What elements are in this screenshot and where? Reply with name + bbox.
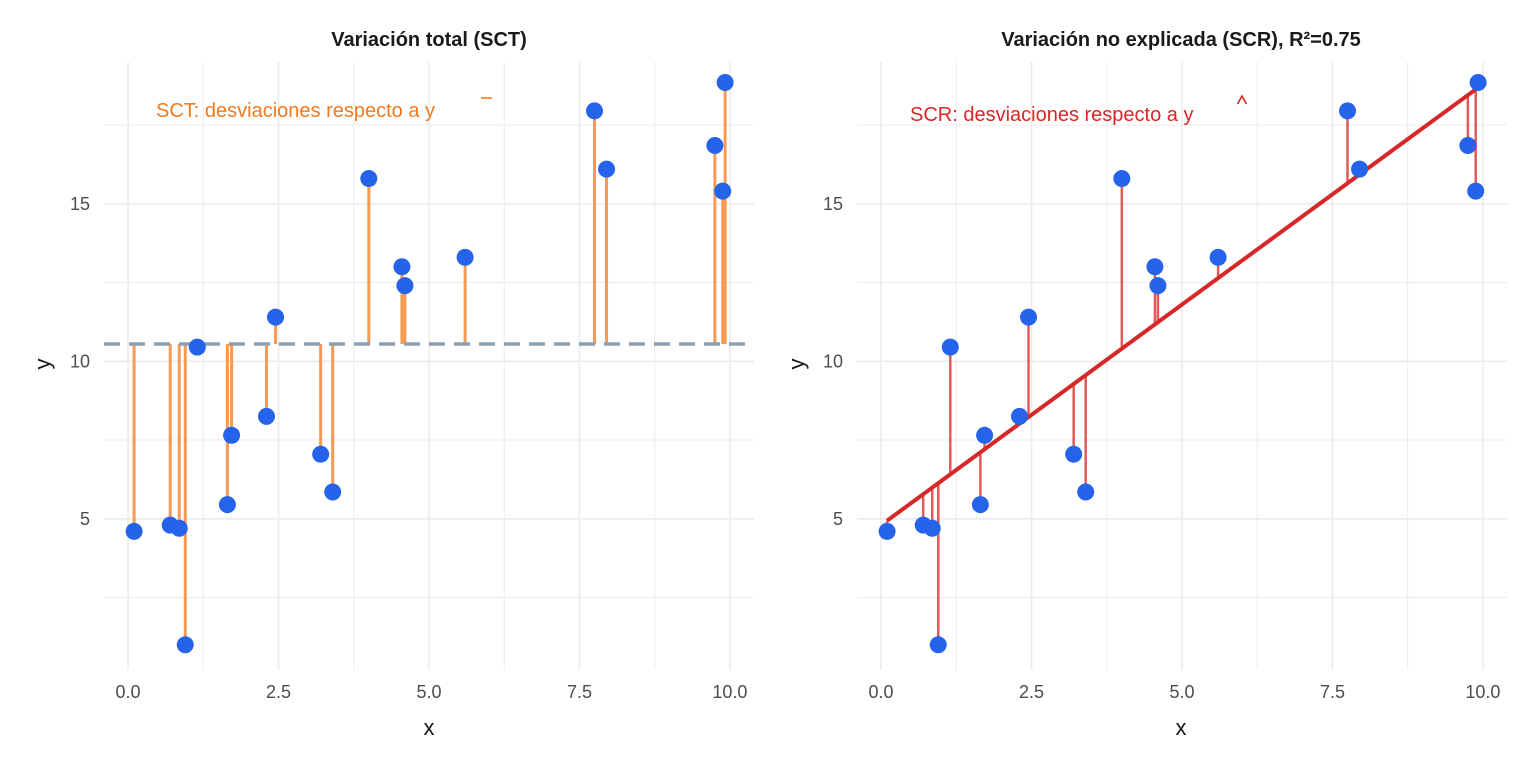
x-tick-label: 0.0	[869, 682, 894, 702]
x-tick-label: 2.5	[1019, 682, 1044, 702]
x-tick-label: 7.5	[567, 682, 592, 702]
data-point	[1149, 277, 1167, 295]
data-point	[312, 445, 330, 463]
y-tick-label: 15	[823, 194, 843, 214]
data-point	[176, 636, 194, 654]
points-scr	[878, 73, 1487, 654]
data-point	[1351, 160, 1369, 178]
x-tick-label: 0.0	[116, 682, 141, 702]
x-tick-label: 5.0	[1169, 682, 1194, 702]
data-point	[716, 73, 734, 91]
data-point	[1209, 248, 1227, 266]
data-point	[706, 136, 724, 154]
data-point	[878, 522, 896, 540]
x-tick-label: 10.0	[712, 682, 747, 702]
data-point	[324, 483, 342, 501]
data-point	[456, 248, 474, 266]
data-point	[923, 519, 941, 537]
y-tick-label: 10	[70, 351, 90, 371]
panel-title-sct: Variación total (SCT)	[331, 29, 527, 51]
data-point	[170, 519, 188, 537]
y-ticks-sct: 5 10 15	[70, 194, 90, 529]
x-axis-label-scr: x	[1176, 715, 1187, 740]
y-tick-label: 5	[833, 509, 843, 529]
annotation-scr-hat	[1236, 94, 1248, 105]
data-point	[1011, 407, 1028, 425]
data-point	[1020, 308, 1038, 326]
y-tick-label: 5	[80, 509, 90, 529]
data-point	[714, 182, 732, 200]
data-point	[1467, 182, 1485, 200]
data-point	[1077, 483, 1095, 501]
data-point	[1459, 136, 1477, 154]
data-point	[586, 102, 604, 120]
grid-scr	[857, 62, 1507, 670]
data-point	[223, 426, 241, 444]
grid-sct	[104, 62, 754, 670]
data-point	[258, 407, 275, 425]
data-point	[598, 160, 616, 178]
data-point	[360, 170, 378, 188]
x-tick-label: 2.5	[266, 682, 291, 702]
data-point	[971, 496, 989, 514]
data-point	[976, 426, 994, 444]
data-point	[393, 258, 411, 276]
annotation-scr: SCR: desviaciones respecto a y	[910, 104, 1193, 126]
annotation-sct-text: SCT: desviaciones respecto a	[156, 100, 425, 122]
data-point	[1469, 73, 1487, 91]
panel-scr: Variación no explicada (SCR), R²=0.75 0.…	[784, 29, 1507, 740]
y-axis-label-sct: y	[30, 359, 55, 370]
panel-sct: Variación total (SCT) 0.0 2.5 5.0 7.5 10.0 5…	[30, 29, 754, 740]
annotation-sct-symbol: y	[425, 100, 435, 122]
data-point	[1113, 170, 1131, 188]
data-point	[396, 277, 414, 295]
annotation-scr-symbol: y	[1183, 104, 1193, 126]
data-point	[941, 338, 959, 356]
y-ticks-scr: 5 10 15	[823, 194, 843, 529]
x-axis-label-sct: x	[424, 715, 435, 740]
annotation-sct: SCT: desviaciones respecto a y	[156, 100, 435, 122]
data-point	[929, 636, 947, 654]
data-point	[267, 308, 285, 326]
data-point	[125, 522, 143, 540]
data-point	[1065, 445, 1083, 463]
y-tick-label: 15	[70, 194, 90, 214]
annotation-scr-text: SCR: desviaciones respecto a	[910, 104, 1183, 126]
x-tick-label: 10.0	[1465, 682, 1500, 702]
points-sct	[125, 73, 734, 654]
reference-line-scr	[885, 85, 1480, 523]
y-tick-label: 10	[823, 351, 843, 371]
panel-title-scr: Variación no explicada (SCR), R²=0.75	[1001, 29, 1361, 51]
regression-line	[885, 85, 1480, 523]
data-point	[188, 338, 206, 356]
x-tick-label: 7.5	[1320, 682, 1345, 702]
y-axis-label-scr: y	[784, 359, 809, 370]
data-point	[1146, 258, 1164, 276]
data-point	[1339, 102, 1357, 120]
x-ticks-sct: 0.0 2.5 5.0 7.5 10.0	[116, 682, 748, 702]
x-tick-label: 5.0	[416, 682, 441, 702]
data-point	[218, 496, 236, 514]
x-ticks-scr: 0.0 2.5 5.0 7.5 10.0	[869, 682, 1501, 702]
